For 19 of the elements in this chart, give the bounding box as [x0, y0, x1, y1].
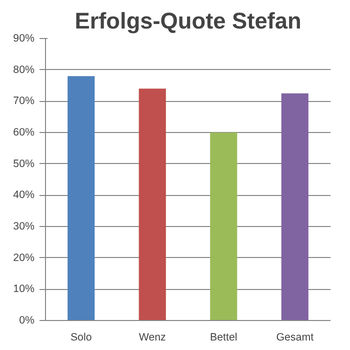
x-tick-label: Bettel	[210, 332, 238, 344]
y-tick-label: 80%	[13, 64, 36, 76]
x-tick-label: Gesamt	[276, 332, 314, 344]
y-tick-label: 70%	[13, 95, 36, 108]
bar	[210, 132, 238, 320]
bar	[138, 88, 166, 320]
y-tick-label: 20%	[13, 252, 36, 264]
y-tick-label: 50%	[13, 158, 36, 170]
y-tick-label: 40%	[13, 189, 36, 202]
y-tick-label: 90%	[13, 32, 36, 44]
x-tick-label: Wenz	[138, 332, 166, 344]
y-tick-label: 10%	[13, 283, 36, 296]
y-tick-label: 30%	[13, 220, 36, 232]
y-tick-label: 60%	[13, 126, 36, 138]
y-tick-label: 0%	[19, 314, 36, 326]
bar	[281, 93, 308, 320]
x-tick-label: Solo	[70, 332, 92, 344]
bar	[68, 76, 95, 320]
chart-title: Erfolgs-Quote Stefan	[74, 8, 302, 34]
